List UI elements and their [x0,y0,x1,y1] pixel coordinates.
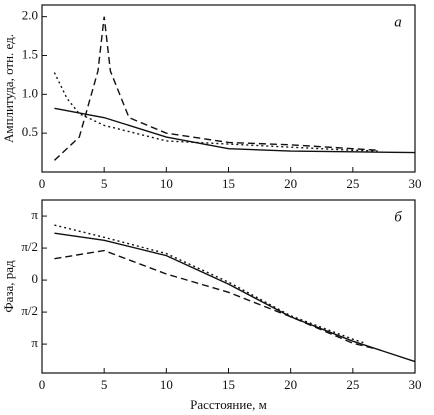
x-tick-label: 30 [409,176,422,191]
line-series [53,72,378,152]
x-axis-label: Расстояние, м [190,397,267,412]
y-tick-label: π [31,335,38,350]
line-series [53,16,378,161]
line-series [54,232,416,363]
x-tick-label: 15 [222,176,235,191]
y-tick-label: 2.0 [22,8,38,23]
y-tick-label: π/2 [21,239,38,254]
y-tick-label: 0.5 [22,124,38,139]
line-series [54,224,366,344]
y-axis-label: Амплитуда, отн. ед. [1,34,16,143]
x-tick-label: 20 [284,377,297,392]
x-tick-label: 0 [39,377,46,392]
y-tick-label: 0 [32,271,39,286]
x-tick-label: 5 [101,176,108,191]
panel-label: б [394,209,402,225]
x-tick-label: 5 [101,377,108,392]
y-tick-label: π [31,207,38,222]
line-series [54,107,416,154]
x-tick-label: 15 [222,377,235,392]
y-tick-label: 1.5 [22,46,38,61]
x-tick-label: 30 [409,377,422,392]
x-tick-label: 0 [39,176,46,191]
y-tick-label: 1.0 [22,85,38,100]
line-series [54,249,378,351]
y-axis-label: Фаза, рад [1,260,16,313]
y-tick-label: π/2 [21,303,38,318]
plot-frame [41,199,416,374]
x-tick-label: 10 [160,377,173,392]
x-tick-label: 20 [284,176,297,191]
x-tick-label: 25 [346,176,359,191]
plot-frame [41,4,416,173]
x-tick-label: 25 [346,377,359,392]
panel-label: а [394,14,402,30]
x-tick-label: 10 [160,176,173,191]
